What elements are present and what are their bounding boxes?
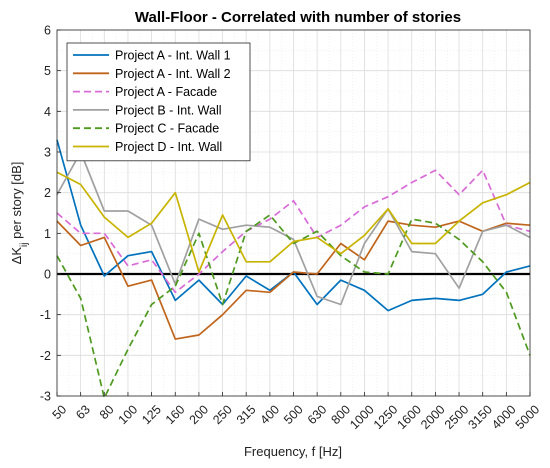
x-axis-ticks: 50 63 80 100 125 160 200 250 315 400 500 630 8001000… <box>50 392 543 432</box>
x-tick-label: 2000 <box>418 402 448 432</box>
y-tick-label: 3 <box>44 146 51 160</box>
x-tick-label: 400 <box>258 402 283 427</box>
x-tick-label: 125 <box>139 402 164 427</box>
x-tick-label: 630 <box>305 402 330 427</box>
series-line-5 <box>56 171 531 273</box>
x-tick-label: 4000 <box>489 402 519 432</box>
legend-label-0: Project A - Int. Wall 1 <box>115 49 231 63</box>
legend-label-1: Project A - Int. Wall 2 <box>115 67 231 81</box>
series-line-1 <box>56 220 531 340</box>
y-axis-ticks: -3 -2 -1 0 1 2 3 4 5 6 <box>40 24 61 404</box>
legend-label-5: Project D - Int. Wall <box>115 140 222 154</box>
y-tick-label: 5 <box>44 64 51 78</box>
legend-label-4: Project C - Facade <box>115 122 219 136</box>
x-tick-label: 1000 <box>347 402 377 432</box>
x-tick-label: 63 <box>73 402 93 422</box>
y-axis-label-main: ΔK <box>9 247 24 265</box>
x-tick-label: 200 <box>187 402 212 427</box>
y-tick-label: 0 <box>44 268 51 282</box>
y-tick-label: 4 <box>44 105 51 119</box>
legend-label-2: Project A - Facade <box>115 85 217 99</box>
y-axis-label: ΔKij per story [dB] <box>9 162 30 265</box>
y-tick-label: -3 <box>40 390 51 404</box>
y-tick-label: 1 <box>44 227 51 241</box>
series-line-3 <box>56 151 531 306</box>
x-tick-label: 100 <box>116 402 141 427</box>
y-tick-label: 6 <box>44 24 51 38</box>
series-line-4 <box>56 214 531 399</box>
x-axis-label: Frequency, f [Hz] <box>244 444 342 459</box>
y-axis-label-subscript: ij <box>19 243 30 247</box>
x-tick-label: 5000 <box>513 402 543 432</box>
x-tick-label: 500 <box>281 402 306 427</box>
legend-label-3: Project B - Int. Wall <box>115 103 222 117</box>
series-line-2 <box>56 169 531 294</box>
y-tick-label: -2 <box>40 349 51 363</box>
legend: Project A - Int. Wall 1 Project A - Int. … <box>66 42 251 162</box>
y-tick-label: -1 <box>40 308 51 322</box>
x-tick-label: 2500 <box>442 402 472 432</box>
x-tick-label: 1600 <box>394 402 424 432</box>
chart-title: Wall-Floor - Correlated with number of s… <box>135 9 461 26</box>
x-tick-label: 80 <box>97 402 117 422</box>
x-tick-label: 160 <box>163 402 188 427</box>
x-tick-label: 1250 <box>371 402 401 432</box>
x-tick-label: 250 <box>210 402 235 427</box>
x-tick-label: 50 <box>50 402 70 422</box>
x-tick-label: 315 <box>234 402 259 427</box>
y-tick-label: 2 <box>44 186 51 200</box>
series-layer <box>56 139 531 399</box>
x-tick-label: 3150 <box>465 402 495 432</box>
y-axis-label-rest: per story [dB] <box>9 162 24 243</box>
legend-box <box>66 42 251 162</box>
